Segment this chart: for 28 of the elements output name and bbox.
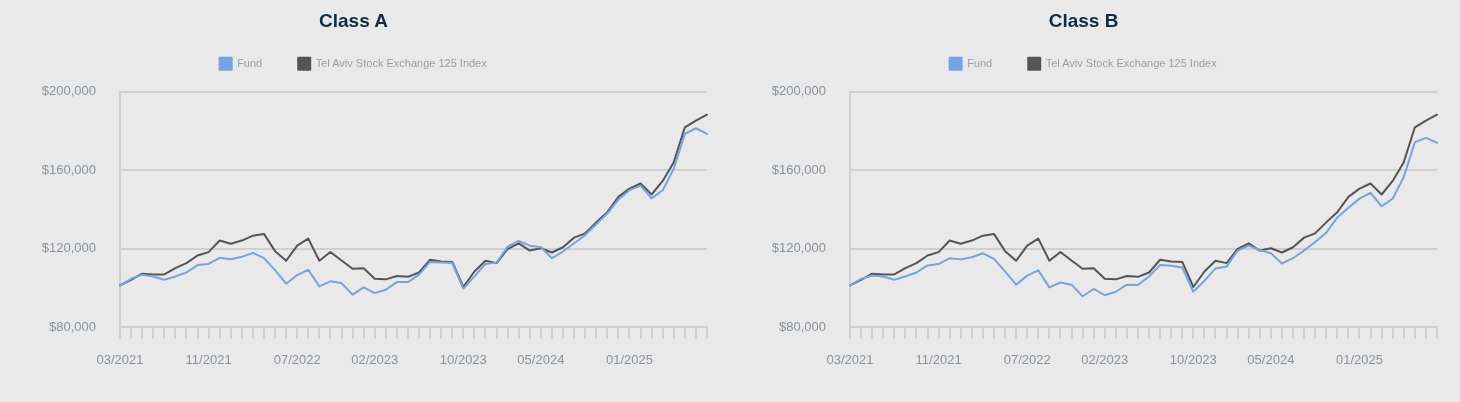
chart-title: Class A: [319, 9, 389, 31]
y-tick-label: $160,000: [771, 161, 826, 177]
y-tick-label: $120,000: [41, 240, 96, 256]
x-tick-label: 03/2021: [96, 352, 144, 368]
legend-label: Fund: [237, 56, 263, 69]
y-tick-label: $160,000: [41, 161, 96, 177]
x-tick-label: 05/2024: [1247, 352, 1295, 368]
x-tick-label: 07/2022: [1003, 352, 1051, 368]
chart-title: Class B: [1048, 9, 1119, 31]
x-tick-label: 10/2023: [1169, 352, 1217, 368]
x-tick-label: 05/2024: [517, 352, 565, 368]
y-tick-label: $200,000: [771, 83, 826, 99]
y-tick-label: $80,000: [49, 318, 96, 334]
x-tick-label: 07/2022: [273, 352, 321, 368]
x-tick-label: 01/2025: [605, 352, 653, 368]
x-tick-label: 01/2025: [1335, 352, 1383, 368]
x-tick-label: 03/2021: [826, 352, 874, 368]
x-tick-label: 11/2021: [915, 352, 962, 368]
legend-label: Tel Aviv Stock Exchange 125 Index: [1045, 56, 1218, 69]
x-tick-label: 02/2023: [351, 352, 399, 368]
y-tick-label: $200,000: [41, 83, 96, 99]
y-tick-label: $80,000: [779, 318, 826, 334]
legend-label: Tel Aviv Stock Exchange 125 Index: [315, 56, 488, 69]
legend-label: Fund: [967, 56, 993, 69]
y-tick-label: $120,000: [771, 240, 826, 256]
x-tick-label: 02/2023: [1081, 352, 1129, 368]
x-tick-label: 10/2023: [439, 352, 487, 368]
x-tick-label: 11/2021: [185, 352, 232, 368]
